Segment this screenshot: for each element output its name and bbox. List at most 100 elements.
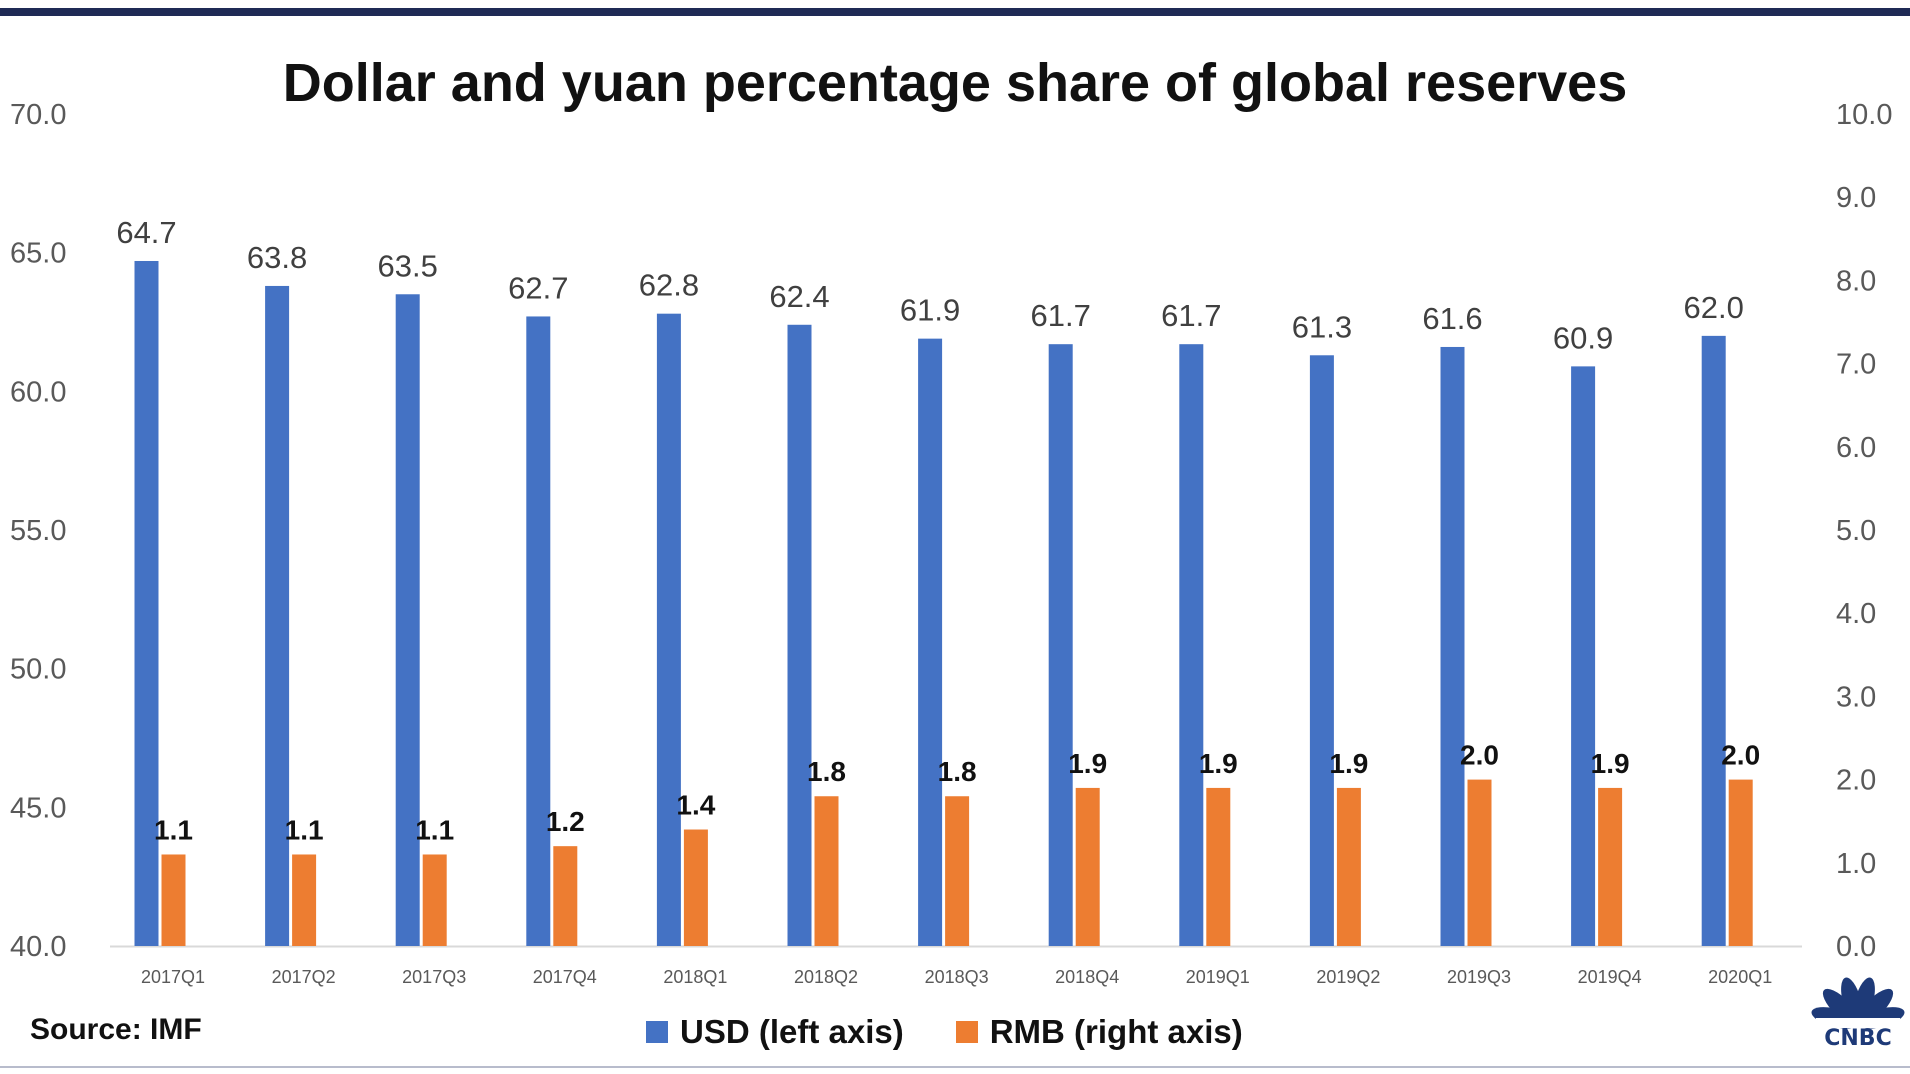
usd-data-label: 61.9 — [900, 293, 960, 328]
rmb-data-label: 2.0 — [1460, 740, 1499, 771]
x-axis-tick-label: 2018Q1 — [663, 967, 727, 987]
usd-data-label: 63.8 — [247, 240, 307, 275]
rmb-bar — [1728, 779, 1753, 946]
x-axis-tick-label: 2019Q4 — [1578, 967, 1642, 987]
x-axis-tick-label: 2019Q3 — [1447, 967, 1511, 987]
rmb-bar — [1206, 787, 1231, 946]
usd-data-label: 63.5 — [378, 248, 438, 283]
usd-data-label: 62.7 — [508, 270, 568, 305]
rmb-bar — [422, 854, 447, 946]
rmb-data-label: 1.4 — [676, 790, 715, 821]
usd-data-label: 64.7 — [116, 215, 176, 250]
usd-data-label: 61.7 — [1031, 298, 1091, 333]
usd-bar — [1440, 346, 1465, 947]
peacock-icon — [1811, 977, 1905, 1029]
rmb-bar — [945, 796, 970, 946]
legend-swatch-usd — [646, 1021, 668, 1043]
right-axis-tick-label: 2.0 — [1836, 765, 1876, 797]
rmb-bar — [553, 846, 578, 946]
rmb-data-label: 1.1 — [285, 814, 324, 845]
left-axis-tick-label: 55.0 — [10, 515, 66, 547]
rmb-data-label: 1.1 — [415, 814, 454, 845]
x-axis-tick-label: 2020Q1 — [1708, 967, 1772, 987]
rmb-bar — [292, 854, 317, 946]
rmb-bar — [1336, 787, 1361, 946]
rmb-bar — [1467, 779, 1492, 946]
x-axis-tick-label: 2018Q3 — [925, 967, 989, 987]
right-axis-tick-label: 3.0 — [1836, 681, 1876, 713]
x-axis-tick-label: 2017Q1 — [141, 967, 205, 987]
chart-title: Dollar and yuan percentage share of glob… — [282, 53, 1628, 113]
usd-bar — [656, 313, 681, 946]
x-axis-tick-label: 2017Q4 — [533, 967, 597, 987]
right-axis-tick-label: 8.0 — [1836, 265, 1876, 297]
x-axis-tick-label: 2019Q2 — [1316, 967, 1380, 987]
rmb-bar — [161, 854, 186, 946]
peacock-base — [1816, 1018, 1900, 1028]
legend-label-rmb: RMB (right axis) — [989, 1013, 1243, 1050]
rmb-bar — [683, 829, 708, 946]
usd-bar — [1179, 344, 1204, 947]
x-axis-tick-label: 2018Q4 — [1055, 967, 1119, 987]
left-axis-tick-label: 50.0 — [10, 654, 66, 686]
source-note: Source: IMF — [30, 1013, 202, 1046]
legend-item-usd: USD (left axis) — [646, 1013, 904, 1051]
left-axis-tick-label: 45.0 — [10, 792, 66, 824]
x-axis-tick-label: 2019Q1 — [1186, 967, 1250, 987]
right-axis-tick-label: 6.0 — [1836, 432, 1876, 464]
rmb-data-label: 1.9 — [1068, 748, 1107, 779]
top-frame-rule — [0, 8, 1910, 16]
usd-data-label: 61.7 — [1161, 298, 1221, 333]
usd-bar — [1701, 335, 1726, 946]
usd-bar — [134, 260, 159, 946]
right-axis-tick-label: 1.0 — [1836, 848, 1876, 880]
rmb-data-label: 1.9 — [1199, 748, 1238, 779]
left-axis-tick-label: 60.0 — [10, 376, 66, 408]
rmb-bar — [1075, 787, 1100, 946]
rmb-data-label: 1.8 — [938, 756, 977, 787]
left-axis-tick-label: 65.0 — [10, 238, 66, 270]
usd-bar — [1571, 366, 1596, 947]
usd-bar — [1048, 344, 1073, 947]
rmb-data-label: 1.9 — [1591, 748, 1630, 779]
usd-data-label: 62.8 — [639, 268, 699, 303]
rmb-bar — [1598, 787, 1623, 946]
right-axis-tick-label: 10.0 — [1836, 99, 1892, 131]
rmb-data-label: 2.0 — [1721, 740, 1760, 771]
right-axis-tick-label: 4.0 — [1836, 598, 1876, 630]
usd-bar — [265, 285, 290, 946]
usd-bar — [787, 324, 812, 947]
x-axis-tick-label: 2017Q2 — [272, 967, 336, 987]
right-axis-tick-label: 7.0 — [1836, 349, 1876, 381]
usd-data-label: 62.4 — [769, 279, 829, 314]
left-axis-tick-label: 40.0 — [10, 931, 66, 963]
usd-data-label: 61.6 — [1422, 301, 1482, 336]
x-axis-tick-label: 2017Q3 — [402, 967, 466, 987]
bottom-frame-rule — [0, 1066, 1910, 1068]
usd-data-label: 61.3 — [1292, 309, 1352, 344]
cnbc-logo: CNBC — [1808, 968, 1908, 1054]
right-axis-tick-label: 9.0 — [1836, 182, 1876, 214]
usd-data-label: 60.9 — [1553, 320, 1613, 355]
usd-bar — [918, 338, 943, 946]
usd-bar — [1309, 355, 1334, 946]
legend-swatch-rmb — [955, 1021, 978, 1043]
legend: USD (left axis) RMB (right axis) — [646, 1010, 1243, 1054]
rmb-bar — [814, 796, 839, 946]
usd-bar — [526, 316, 551, 946]
logo-text: CNBC — [1824, 1026, 1892, 1051]
rmb-data-label: 1.1 — [154, 814, 193, 845]
legend-label-usd: USD (left axis) — [680, 1013, 904, 1050]
rmb-data-label: 1.9 — [1329, 748, 1368, 779]
x-axis-tick-label: 2018Q2 — [794, 967, 858, 987]
usd-data-label: 62.0 — [1684, 290, 1744, 325]
legend-item-rmb: RMB (right axis) — [955, 1013, 1243, 1051]
usd-bar — [395, 294, 420, 946]
rmb-data-label: 1.8 — [807, 756, 846, 787]
right-axis-tick-label: 0.0 — [1836, 931, 1876, 963]
rmb-data-label: 1.2 — [546, 806, 585, 837]
right-axis-tick-label: 5.0 — [1836, 515, 1876, 547]
left-axis-tick-label: 70.0 — [10, 99, 66, 131]
